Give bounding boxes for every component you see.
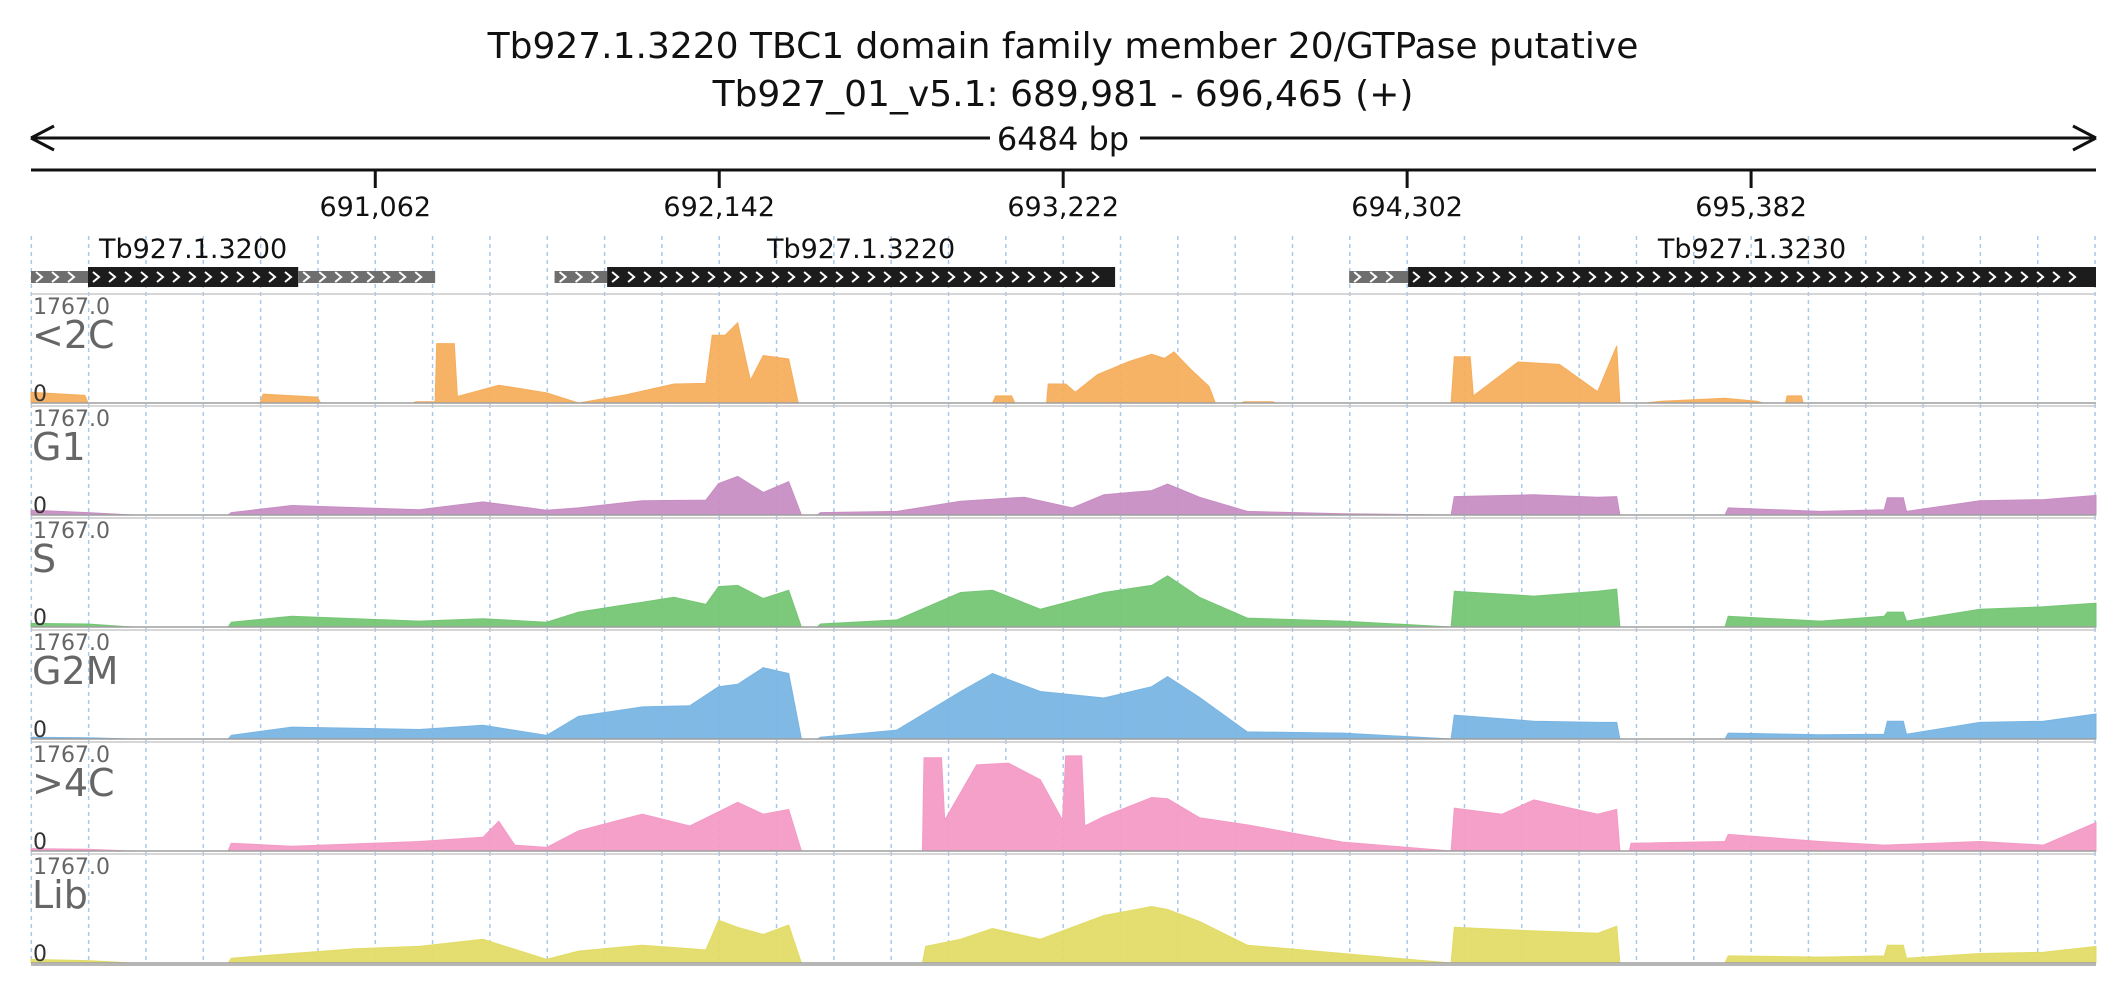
track-name: G2M	[32, 649, 118, 693]
strand-arrow-icon	[611, 271, 1100, 283]
gene-Tb927.1.3200: Tb927.1.3200	[31, 234, 436, 287]
chart-title: Tb927.1.3220 TBC1 domain family member 2…	[487, 26, 1639, 67]
track-ymin-label: 0	[33, 718, 47, 743]
track-name: G1	[32, 425, 86, 469]
coverage-area	[30, 755, 2097, 852]
coverage-area	[30, 575, 2097, 628]
track-0: 1767.0<2C 0	[30, 293, 2096, 407]
coverage-area	[30, 667, 2097, 740]
coverage-area	[30, 475, 2097, 516]
strand-arrow-icon	[35, 271, 76, 283]
gene-cds-block	[88, 267, 299, 287]
track-ymax-label: 1767.0	[33, 743, 110, 768]
tick-label: 694,302	[1351, 192, 1463, 223]
track-ymax-label: 1767.0	[33, 407, 110, 432]
track-ymin-label: 0	[33, 382, 47, 407]
track-ymin-label: 0	[33, 942, 47, 967]
span-label: 6484 bp	[997, 120, 1129, 158]
gene-Tb927.1.3230: Tb927.1.3230	[1349, 234, 2096, 287]
track-name: Lib	[32, 873, 88, 917]
strand-arrow-icon	[302, 271, 423, 283]
locus-label: Tb927_01_v5.1: 689,981 - 696,465 (+)	[712, 74, 1414, 115]
track-ymin-label: 0	[33, 606, 47, 631]
gene-label: Tb927.1.3220	[766, 234, 955, 265]
coverage-tracks: 1767.0<2C01767.0G101767.0S01767.0G2M0176…	[30, 293, 2097, 967]
track-name: S	[32, 537, 56, 581]
track-ymax-label: 1767.0	[33, 855, 110, 880]
ruler-ticks: 691,062 692,142 693,222 694,302 695,382	[319, 170, 1807, 223]
track-ymax-label: 1767.0	[33, 295, 110, 320]
gene-label: Tb927.1.3200	[98, 234, 287, 265]
track-2: 1767.0S 0	[30, 517, 2097, 631]
strand-arrow-icon	[92, 271, 293, 283]
tick-label: 691,062	[319, 192, 431, 223]
left-arrowhead-icon	[30, 124, 55, 152]
gene-label: Tb927.1.3230	[1657, 234, 1846, 265]
span-arrow	[30, 124, 2097, 152]
track-1: 1767.0G1 0	[30, 405, 2097, 519]
grid-lines	[30, 236, 2096, 962]
tick-label: 692,142	[663, 192, 775, 223]
track-name: >4C	[32, 761, 115, 805]
right-arrowhead-icon	[2072, 124, 2097, 152]
strand-arrow-icon	[1353, 271, 1394, 283]
track-4: 1767.0>4C 0	[30, 741, 2097, 855]
strand-arrow-icon	[558, 271, 600, 283]
track-ymax-label: 1767.0	[33, 519, 110, 544]
track-ymin-label: 0	[33, 830, 47, 855]
tick-label: 695,382	[1695, 192, 1807, 223]
track-ymax-label: 1767.0	[33, 631, 110, 656]
gene-annotation-track: Tb927.1.3200 Tb927.1.3220 Tb927.1.3230	[31, 234, 2096, 287]
gene-utr5-block	[1349, 271, 1409, 283]
gene-cds-block	[607, 267, 1116, 287]
gene-Tb927.1.3220: Tb927.1.3220	[554, 234, 1116, 287]
gene-cds-block	[1408, 267, 2096, 287]
strand-arrow-icon	[1412, 271, 2077, 283]
track-ymin-label: 0	[33, 494, 47, 519]
tick-label: 693,222	[1007, 192, 1119, 223]
coverage-area	[30, 905, 2097, 964]
track-name: <2C	[32, 313, 115, 357]
